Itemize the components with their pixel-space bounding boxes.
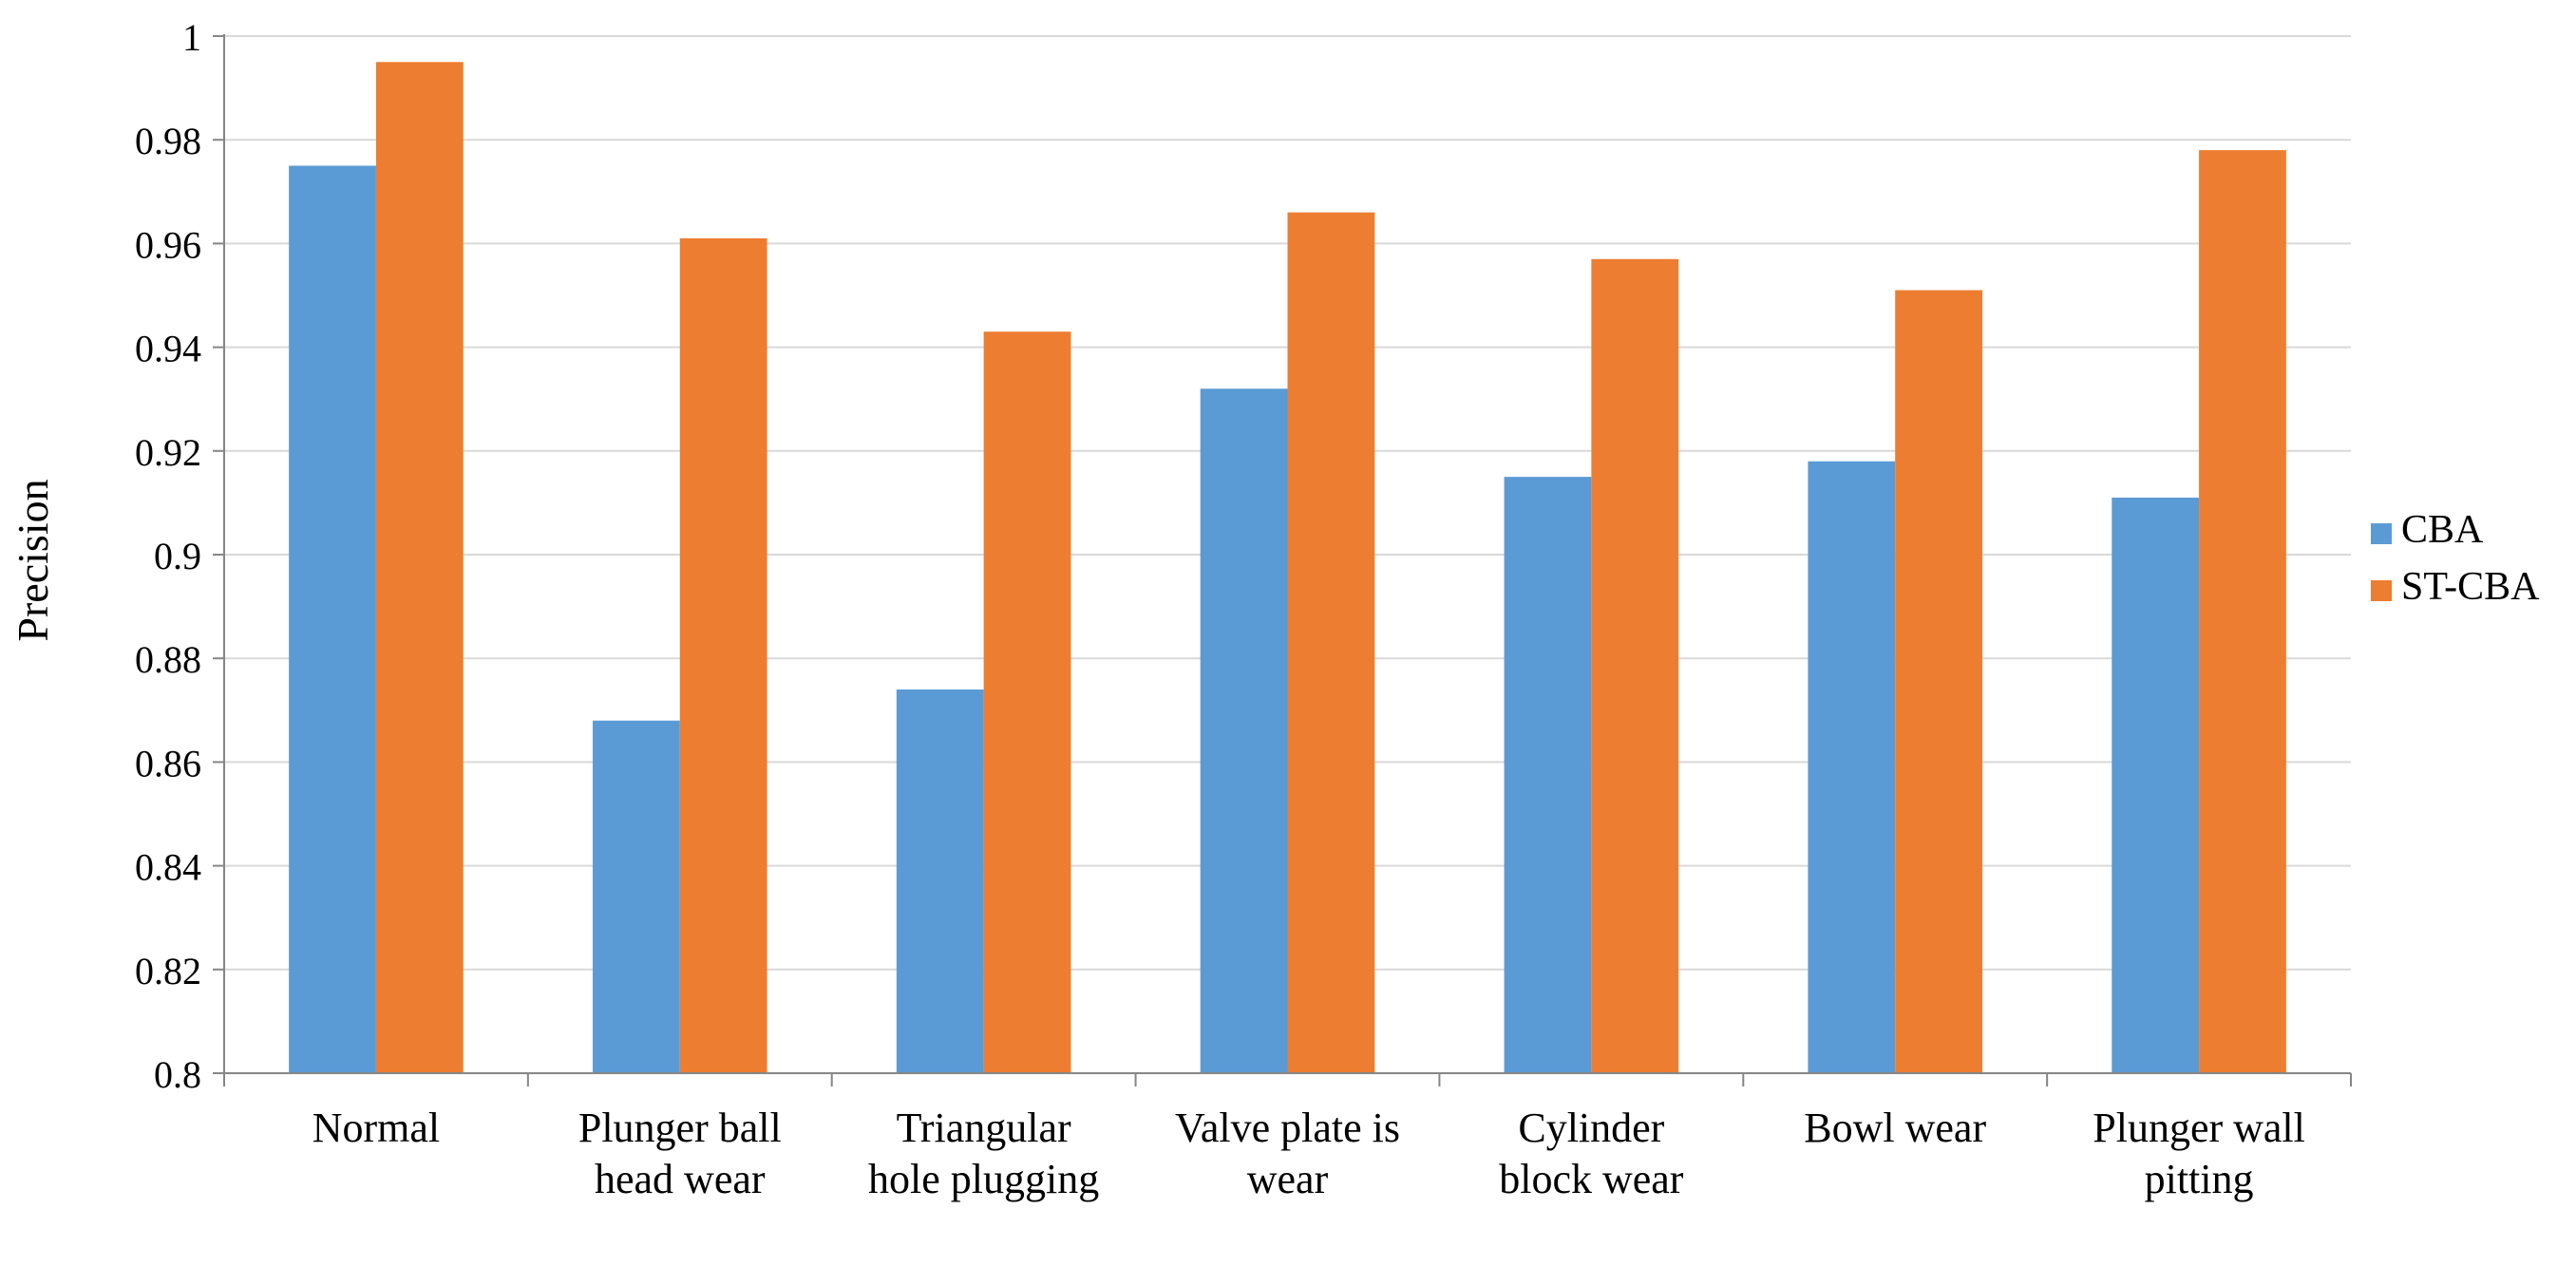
y-tick-label: 0.92 bbox=[135, 431, 201, 474]
bar-st-cba bbox=[679, 237, 767, 1073]
x-tick-label: Bowl wear bbox=[1804, 1105, 1986, 1151]
y-axis-label: Precision bbox=[9, 479, 57, 641]
bar-cba bbox=[289, 165, 376, 1073]
x-tick-label-line: Valve plate is bbox=[1175, 1105, 1400, 1151]
x-tick-label-line: hole plugging bbox=[868, 1156, 1099, 1202]
y-tick-labels: 0.8 0.82 0.84 0.86 0.88 0.9 0.92 0.94 0.96 0.98 1 bbox=[135, 16, 201, 1096]
bar-cba bbox=[592, 720, 680, 1073]
x-tick-label-line: pitting bbox=[2145, 1156, 2254, 1202]
y-tick-label: 0.98 bbox=[135, 120, 201, 162]
legend-item-cba: CBA bbox=[2371, 508, 2484, 552]
legend-label: ST-CBA bbox=[2401, 565, 2540, 609]
x-tick-label: Plunger wall pitting bbox=[2093, 1105, 2305, 1202]
y-tick-label: 1 bbox=[182, 16, 201, 59]
legend-swatch bbox=[2371, 580, 2392, 601]
y-tick-label: 0.8 bbox=[154, 1053, 201, 1096]
y-tick-label: 0.88 bbox=[135, 638, 201, 681]
y-tick-label: 0.86 bbox=[135, 742, 201, 784]
x-tick-label-line: Bowl wear bbox=[1804, 1105, 1986, 1151]
bar-st-cba bbox=[1287, 212, 1375, 1073]
bar-cba bbox=[2112, 497, 2200, 1073]
bar-cba bbox=[1504, 477, 1592, 1074]
x-tick-label: Valve plate is wear bbox=[1175, 1105, 1400, 1202]
x-tick-label-line: Cylinder bbox=[1518, 1105, 1664, 1151]
y-tick-label: 0.82 bbox=[135, 950, 201, 992]
legend-swatch bbox=[2371, 523, 2392, 544]
x-tick-label: Cylinder block wear bbox=[1499, 1105, 1684, 1202]
x-tick-label-line: Plunger wall bbox=[2093, 1105, 2305, 1151]
y-tick-label: 0.96 bbox=[135, 223, 201, 266]
legend-item-st-cba: ST-CBA bbox=[2371, 565, 2540, 609]
y-tick-label: 0.84 bbox=[135, 846, 201, 889]
legend-label: CBA bbox=[2401, 508, 2484, 552]
legend: CBA ST-CBA bbox=[2371, 508, 2540, 609]
bar-st-cba bbox=[983, 331, 1071, 1074]
x-tick-label-line: wear bbox=[1247, 1156, 1329, 1202]
axes bbox=[213, 34, 2352, 1086]
bar-cba bbox=[896, 689, 984, 1073]
bar-st-cba bbox=[1591, 258, 1679, 1073]
x-tick-label-line: Plunger ball bbox=[578, 1105, 782, 1151]
bar-st-cba bbox=[1895, 290, 1983, 1073]
bar-st-cba bbox=[2199, 150, 2286, 1073]
x-tick-label-line: Normal bbox=[313, 1105, 440, 1151]
x-tick-label-line: Triangular bbox=[897, 1105, 1071, 1151]
x-tick-label-line: head wear bbox=[595, 1156, 766, 1202]
x-tick-label: Plunger ball head wear bbox=[578, 1105, 782, 1202]
y-tick-label: 0.94 bbox=[135, 328, 201, 370]
y-tick-label: 0.9 bbox=[154, 535, 201, 577]
bar-cba bbox=[1200, 388, 1288, 1073]
x-tick-label-line: block wear bbox=[1499, 1156, 1684, 1202]
bars bbox=[289, 62, 2286, 1074]
bar-cba bbox=[1808, 461, 1896, 1074]
x-tick-label: Normal bbox=[313, 1105, 440, 1151]
x-tick-labels: Normal Plunger ball head wear Triangular hol… bbox=[313, 1105, 2305, 1202]
bar-st-cba bbox=[375, 62, 464, 1073]
x-tick-label: Triangular hole plugging bbox=[868, 1105, 1099, 1202]
